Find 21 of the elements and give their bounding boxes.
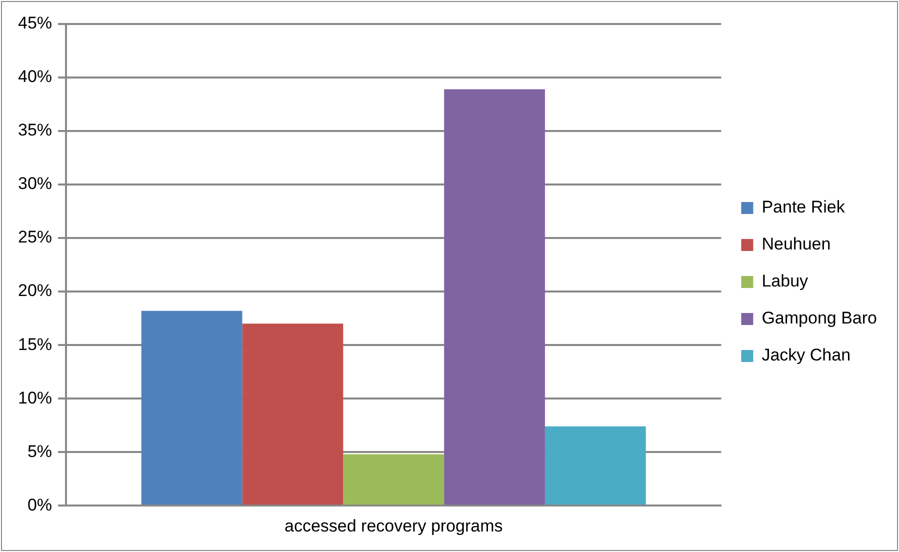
- y-tick-label: 35%: [18, 120, 52, 140]
- y-tick-label: 5%: [27, 442, 52, 461]
- y-tick-label: 20%: [18, 281, 52, 300]
- bar: [343, 454, 444, 505]
- legend-label: Neuhuen: [762, 234, 831, 254]
- y-tick-label: 15%: [18, 334, 52, 354]
- bar: [444, 89, 545, 505]
- y-tick-label: 30%: [18, 174, 52, 194]
- bar: [141, 310, 242, 505]
- y-tick-label: 40%: [18, 67, 52, 86]
- y-tick-label: 10%: [18, 388, 52, 408]
- legend-label: Labuy: [762, 272, 809, 291]
- bar: [544, 426, 646, 505]
- legend-label: Gampong Baro: [762, 308, 878, 328]
- legend-label: Pante Riek: [762, 198, 846, 217]
- y-tick-label: 45%: [18, 14, 52, 33]
- bar: [242, 324, 344, 505]
- x-tick-label: accessed recovery programs: [284, 516, 503, 536]
- legend-label: Jacky Chan: [762, 346, 851, 365]
- y-tick-label: 25%: [18, 228, 52, 247]
- y-tick-label: 0%: [27, 495, 52, 514]
